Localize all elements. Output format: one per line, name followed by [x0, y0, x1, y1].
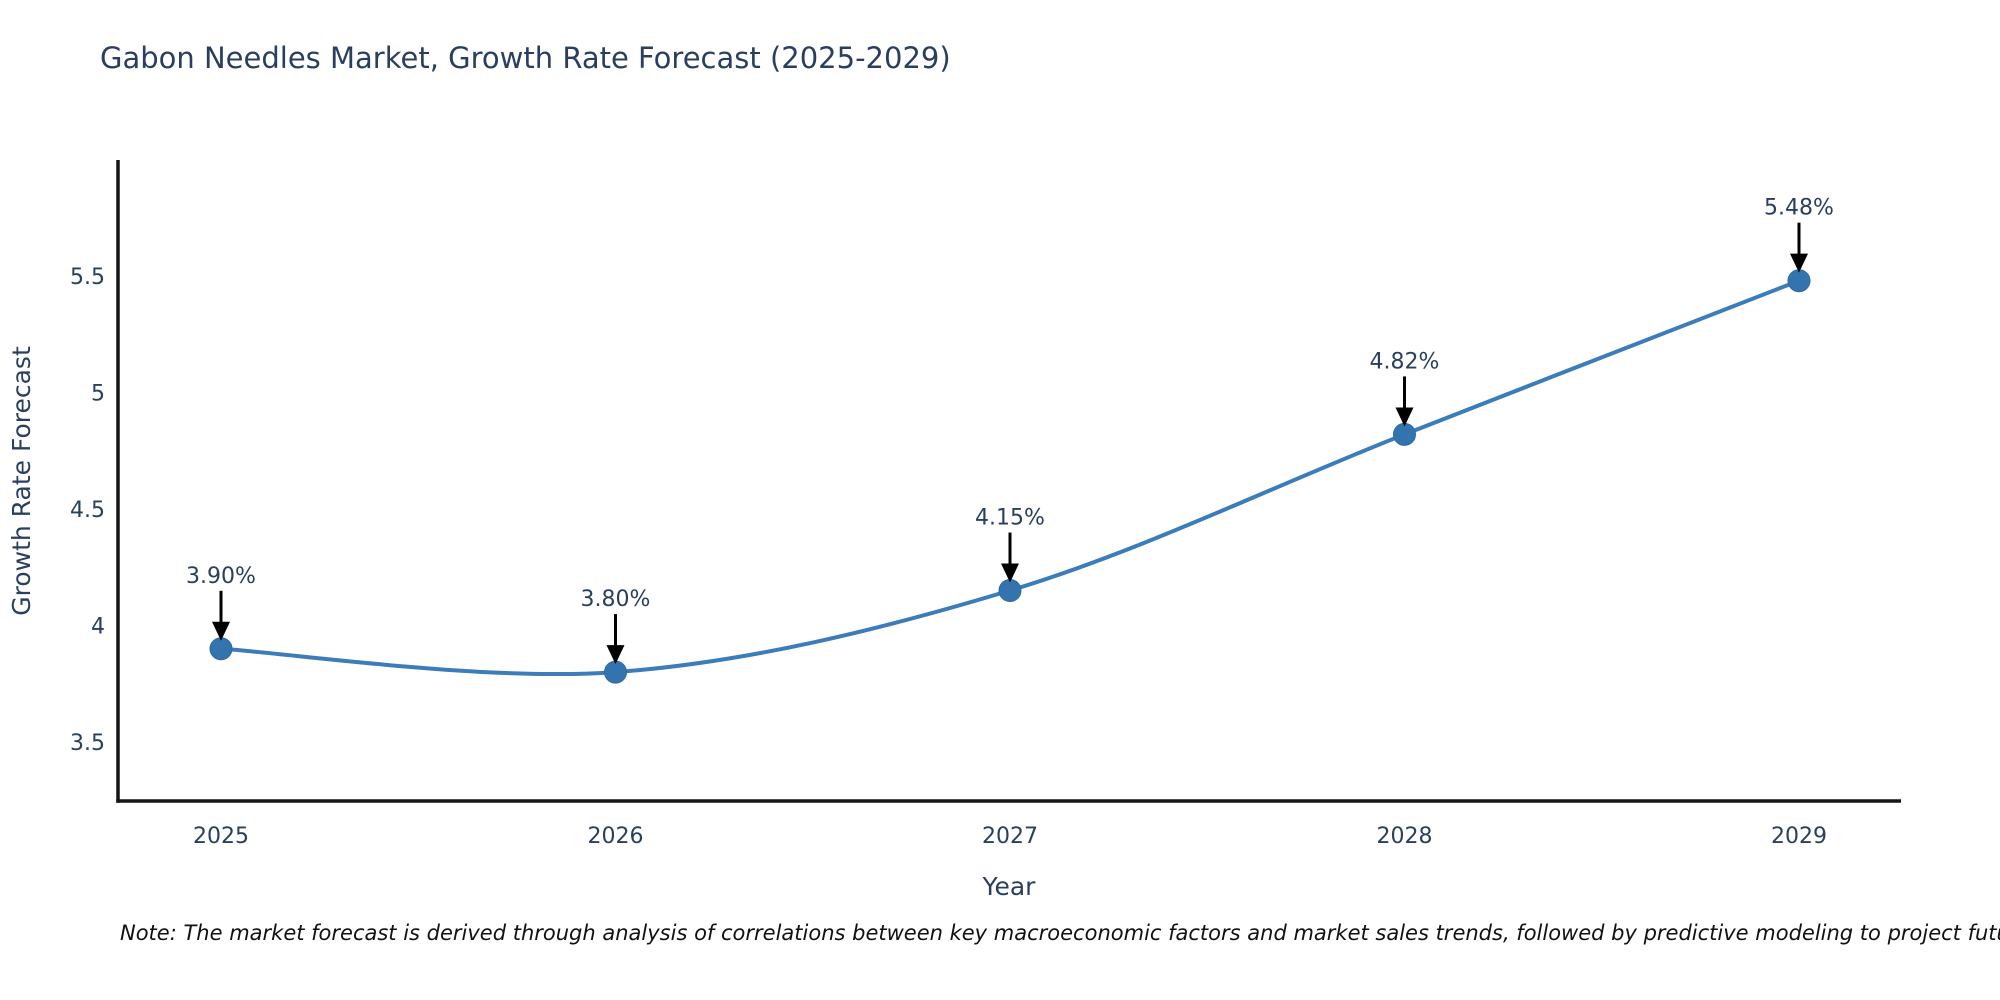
x-tick-label: 2026 [588, 824, 644, 849]
point-annotation: 3.80% [581, 587, 651, 665]
footnote: Note: The market forecast is derived thr… [120, 921, 2000, 945]
data-point-marker [1393, 422, 1416, 446]
y-axis-title: Growth Rate Forecast [7, 346, 36, 616]
point-annotation: 4.15% [975, 506, 1045, 583]
data-point-marker [998, 579, 1022, 602]
annotation-arrowhead [606, 645, 625, 665]
annotation-label: 5.48% [1764, 196, 1834, 221]
point-annotation: 5.48% [1764, 196, 1834, 273]
x-axis-tick-labels: 2025 2026 2027 2028 2029 [193, 824, 1827, 849]
annotation-arrowhead [1001, 563, 1019, 583]
data-point-marker [1787, 269, 1811, 293]
x-tick-label: 2025 [193, 824, 249, 849]
x-tick-label: 2029 [1771, 824, 1827, 849]
annotation-arrowhead [1790, 253, 1808, 273]
annotation-arrowhead [212, 621, 230, 641]
series-line [219, 278, 1801, 677]
data-point-marker [209, 637, 233, 661]
y-tick-label: 4 [91, 615, 105, 640]
x-tick-label: 2028 [1377, 824, 1433, 849]
y-axis-tick-labels: 3.5 4 4.5 5 5.5 [70, 265, 105, 756]
data-point-marker [604, 660, 627, 684]
x-tick-label: 2027 [982, 824, 1038, 849]
annotation-label: 4.15% [975, 506, 1045, 531]
y-tick-label: 4.5 [70, 498, 105, 523]
annotation-label: 3.90% [186, 564, 256, 589]
series-layer [209, 269, 1811, 684]
annotation-arrowhead [1395, 407, 1414, 427]
annotation-label: 3.80% [581, 587, 651, 612]
point-annotation: 4.82% [1370, 349, 1440, 427]
y-tick-label: 5 [91, 382, 105, 407]
annotation-label: 4.82% [1370, 349, 1440, 374]
x-axis-title: Year [982, 872, 1037, 901]
y-tick-label: 5.5 [70, 265, 105, 290]
point-annotation: 3.90% [186, 564, 256, 641]
point-annotations: 3.90% 3.80% 4.15% 4.82% 5.48% [186, 196, 1834, 665]
y-tick-label: 3.5 [70, 731, 105, 756]
chart-title: Gabon Needles Market, Growth Rate Foreca… [100, 41, 951, 75]
